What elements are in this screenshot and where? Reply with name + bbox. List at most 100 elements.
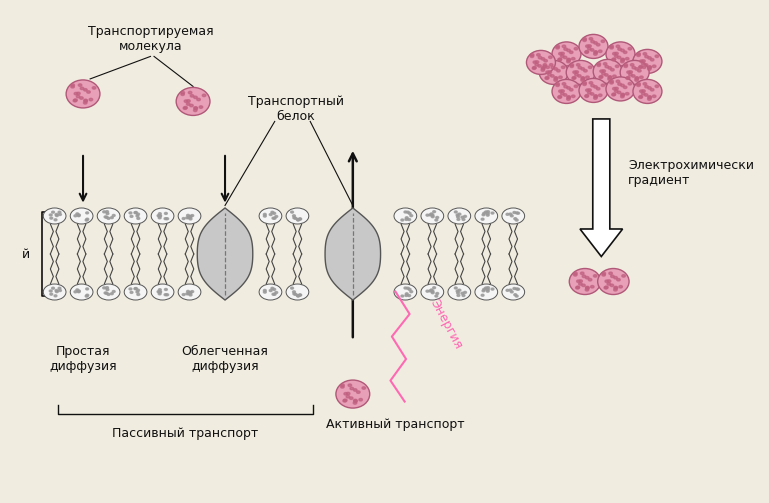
Ellipse shape xyxy=(614,287,618,289)
Ellipse shape xyxy=(578,66,581,69)
Ellipse shape xyxy=(76,95,80,98)
Ellipse shape xyxy=(581,284,585,287)
Ellipse shape xyxy=(614,52,618,55)
Ellipse shape xyxy=(511,215,513,217)
Ellipse shape xyxy=(567,59,571,61)
Ellipse shape xyxy=(482,214,485,216)
Ellipse shape xyxy=(188,293,191,295)
Ellipse shape xyxy=(194,107,198,110)
Ellipse shape xyxy=(448,208,471,224)
Ellipse shape xyxy=(581,79,584,81)
Ellipse shape xyxy=(637,82,641,85)
Ellipse shape xyxy=(275,292,278,294)
Ellipse shape xyxy=(581,77,584,79)
Ellipse shape xyxy=(594,86,598,88)
Ellipse shape xyxy=(135,288,138,290)
Ellipse shape xyxy=(625,93,629,95)
Ellipse shape xyxy=(194,96,197,99)
Ellipse shape xyxy=(569,89,573,91)
Ellipse shape xyxy=(513,211,516,213)
Ellipse shape xyxy=(431,292,434,294)
Ellipse shape xyxy=(570,65,574,67)
Ellipse shape xyxy=(599,76,602,78)
Ellipse shape xyxy=(597,88,600,90)
Ellipse shape xyxy=(189,294,192,296)
Ellipse shape xyxy=(635,77,638,79)
Ellipse shape xyxy=(558,90,562,93)
Ellipse shape xyxy=(457,294,460,296)
Ellipse shape xyxy=(71,84,75,87)
Ellipse shape xyxy=(585,289,589,291)
Ellipse shape xyxy=(639,65,643,68)
Ellipse shape xyxy=(272,293,275,295)
Ellipse shape xyxy=(429,214,431,216)
Ellipse shape xyxy=(259,284,281,300)
Ellipse shape xyxy=(272,217,275,219)
Ellipse shape xyxy=(567,96,571,99)
Ellipse shape xyxy=(627,76,630,79)
Text: й: й xyxy=(22,247,30,261)
Ellipse shape xyxy=(78,214,80,216)
Ellipse shape xyxy=(77,291,80,293)
Ellipse shape xyxy=(457,218,460,220)
Ellipse shape xyxy=(625,57,629,60)
Ellipse shape xyxy=(176,88,210,116)
Ellipse shape xyxy=(84,89,87,91)
Ellipse shape xyxy=(408,295,411,297)
Ellipse shape xyxy=(639,66,642,68)
Ellipse shape xyxy=(349,397,353,399)
Ellipse shape xyxy=(602,272,606,275)
Ellipse shape xyxy=(297,219,299,221)
Ellipse shape xyxy=(487,213,489,215)
Ellipse shape xyxy=(86,212,88,214)
Ellipse shape xyxy=(567,60,570,63)
Ellipse shape xyxy=(579,34,608,58)
Ellipse shape xyxy=(354,389,357,391)
Ellipse shape xyxy=(609,272,612,275)
Ellipse shape xyxy=(602,70,605,72)
Ellipse shape xyxy=(531,54,534,56)
Ellipse shape xyxy=(513,288,516,290)
Ellipse shape xyxy=(297,295,300,297)
Ellipse shape xyxy=(610,284,614,287)
Ellipse shape xyxy=(194,109,197,112)
Ellipse shape xyxy=(552,79,581,104)
Ellipse shape xyxy=(458,289,461,291)
Ellipse shape xyxy=(556,46,559,49)
Ellipse shape xyxy=(567,98,570,100)
Ellipse shape xyxy=(574,274,577,276)
Ellipse shape xyxy=(626,77,630,79)
Ellipse shape xyxy=(104,292,107,294)
Ellipse shape xyxy=(586,45,589,47)
Ellipse shape xyxy=(604,62,607,65)
Ellipse shape xyxy=(436,216,438,218)
Ellipse shape xyxy=(533,61,537,63)
Ellipse shape xyxy=(643,82,647,85)
Ellipse shape xyxy=(491,288,494,290)
Ellipse shape xyxy=(448,284,471,300)
Ellipse shape xyxy=(165,289,168,290)
Ellipse shape xyxy=(552,42,581,66)
Ellipse shape xyxy=(602,274,605,276)
Ellipse shape xyxy=(191,215,194,217)
Ellipse shape xyxy=(431,216,434,218)
Ellipse shape xyxy=(80,97,83,99)
Ellipse shape xyxy=(558,58,561,61)
Ellipse shape xyxy=(554,77,558,79)
Ellipse shape xyxy=(130,215,133,217)
Ellipse shape xyxy=(566,60,595,85)
Ellipse shape xyxy=(586,76,589,78)
Ellipse shape xyxy=(557,69,560,72)
Ellipse shape xyxy=(511,291,513,293)
Ellipse shape xyxy=(52,211,55,213)
Ellipse shape xyxy=(574,272,578,275)
Ellipse shape xyxy=(298,218,301,220)
Ellipse shape xyxy=(567,96,571,98)
Ellipse shape xyxy=(271,287,274,289)
Ellipse shape xyxy=(624,51,627,53)
Ellipse shape xyxy=(58,213,62,215)
Polygon shape xyxy=(580,119,623,257)
Ellipse shape xyxy=(55,291,58,293)
Ellipse shape xyxy=(199,106,203,108)
Ellipse shape xyxy=(394,284,417,300)
